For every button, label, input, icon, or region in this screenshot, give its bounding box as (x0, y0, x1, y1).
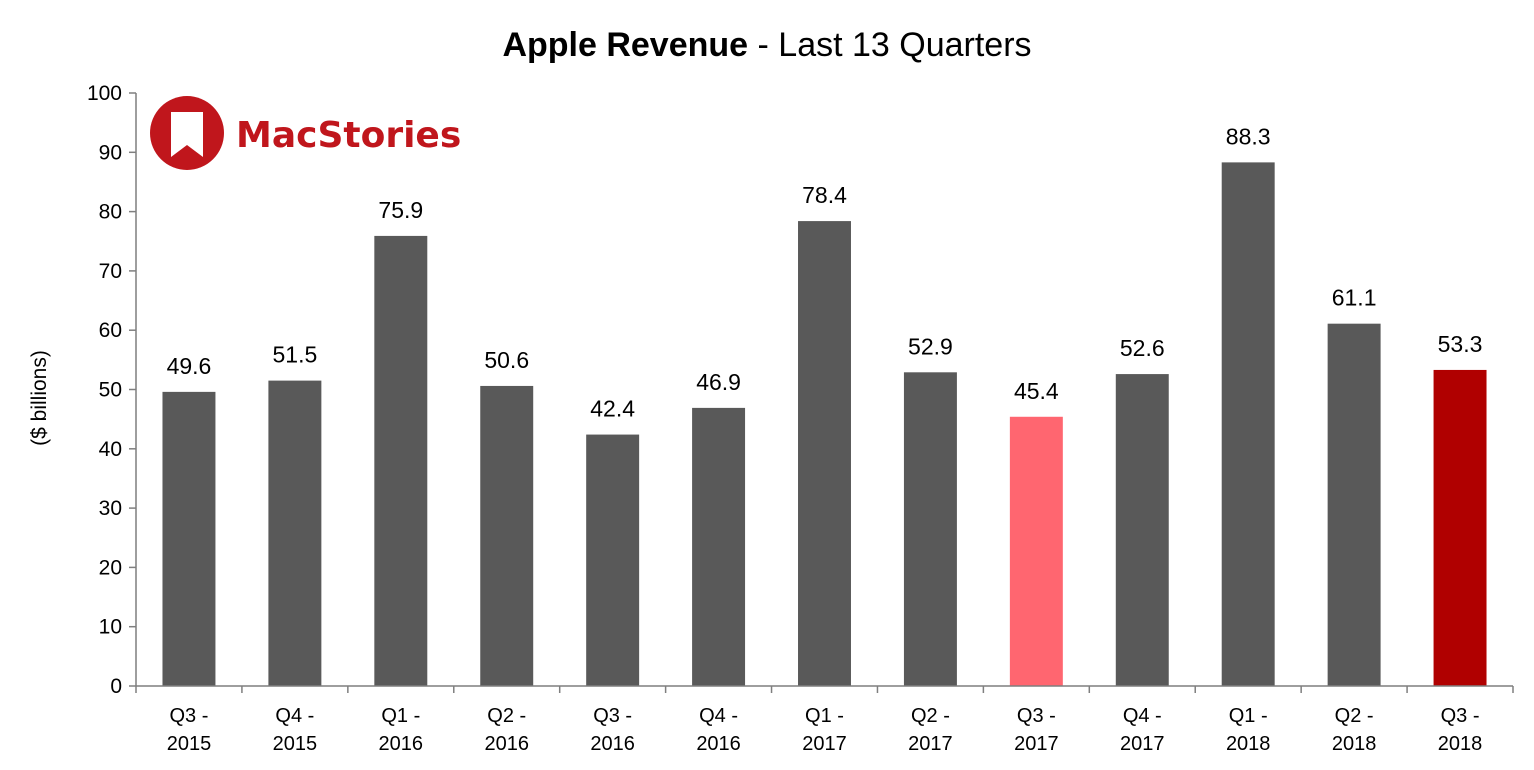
y-tick-label: 60 (99, 319, 122, 342)
y-tick-label: 20 (99, 556, 122, 579)
y-tick-label: 70 (99, 260, 122, 283)
bar-value-label: 46.9 (696, 369, 741, 395)
y-axis: 0 10 20 30 40 50 60 70 80 90 100 (87, 82, 137, 698)
x-category-year: 2015 (167, 733, 212, 755)
y-tick-label: 30 (99, 497, 122, 520)
bar (1221, 162, 1275, 687)
x-category-year: 2016 (484, 733, 529, 755)
x-category-year: 2018 (1226, 733, 1271, 755)
bar (798, 221, 851, 686)
logo: MacStories (150, 96, 461, 170)
x-category-label: Q3 - 2017 (1014, 705, 1059, 755)
bar (692, 407, 746, 686)
bar (1327, 323, 1381, 686)
x-category-year: 2016 (590, 733, 635, 755)
chart-title-bold: Apple Revenue (502, 26, 748, 64)
x-category-label: Q3 - 2018 (1438, 705, 1483, 755)
y-tick-label: 40 (99, 438, 122, 461)
logo-text: MacStories (236, 115, 461, 156)
x-category-year: 2017 (1014, 733, 1059, 755)
x-category-label: Q2 - 2016 (484, 705, 529, 755)
x-category-quarter: Q4 - (1123, 705, 1162, 727)
x-category-year: 2017 (1120, 733, 1165, 755)
x-category-label: Q4 - 2017 (1120, 705, 1165, 755)
x-category-label: Q4 - 2015 (273, 705, 318, 755)
x-category-label: Q3 - 2016 (590, 705, 635, 755)
bar-value-label: 78.4 (802, 182, 847, 208)
x-category-label: Q2 - 2017 (908, 705, 953, 755)
x-category-year: 2017 (908, 733, 953, 755)
bars: 49.6 51.5 75.9 50.6 42.4 46.9 78.4 52.9 45.4 52.6… (162, 123, 1487, 687)
bar-value-label: 75.9 (378, 197, 423, 223)
bar (586, 434, 640, 686)
x-category-quarter: Q3 - (593, 705, 632, 727)
x-category-quarter: Q2 - (911, 705, 950, 727)
x-category-label: Q1 - 2017 (802, 705, 847, 755)
x-category-label: Q1 - 2018 (1226, 705, 1271, 755)
x-category-label: Q3 - 2015 (167, 705, 212, 755)
x-category-label: Q1 - 2016 (379, 705, 424, 755)
bar (268, 380, 322, 686)
x-category-quarter: Q4 - (275, 705, 314, 727)
x-category-quarter: Q4 - (699, 705, 738, 727)
x-category-quarter: Q1 - (805, 705, 844, 727)
x-category-year: 2018 (1332, 733, 1377, 755)
bookmark-icon (171, 112, 203, 157)
y-tick-label: 0 (110, 675, 122, 698)
bar-value-label: 52.6 (1120, 335, 1165, 361)
bar-value-label: 88.3 (1226, 123, 1271, 149)
x-category-year: 2017 (802, 733, 847, 755)
bar (1009, 416, 1063, 686)
bar (1115, 374, 1169, 686)
x-category-year: 2016 (696, 733, 741, 755)
bar-value-label: 49.6 (167, 353, 212, 379)
y-tick-label: 80 (99, 201, 122, 224)
y-tick-label: 10 (99, 616, 122, 639)
y-axis-label: ($ billions) (28, 350, 51, 446)
bar (903, 372, 957, 686)
bar-value-label: 53.3 (1438, 331, 1483, 357)
x-category-quarter: Q3 - (1017, 705, 1056, 727)
x-axis: Q3 - 2015 Q4 - 2015 Q1 - 2016 Q2 - 2016 Q3 - 2016… (135, 685, 1514, 755)
x-category-quarter: Q1 - (1229, 705, 1268, 727)
x-category-label: Q2 - 2018 (1332, 705, 1377, 755)
x-category-label: Q4 - 2016 (696, 705, 741, 755)
y-tick-label: 90 (99, 141, 122, 164)
bar-value-label: 50.6 (484, 347, 529, 373)
x-category-quarter: Q3 - (170, 705, 209, 727)
bar-value-label: 61.1 (1332, 285, 1377, 311)
x-category-quarter: Q2 - (487, 705, 526, 727)
bar-value-label: 51.5 (273, 342, 318, 368)
chart-title-rest: - Last 13 Quarters (748, 26, 1031, 64)
bar (374, 235, 428, 686)
chart-title: Apple Revenue - Last 13 Quarters (502, 26, 1031, 64)
x-category-year: 2015 (273, 733, 318, 755)
bar-value-label: 45.4 (1014, 378, 1059, 404)
y-tick-label: 100 (87, 82, 122, 105)
x-category-quarter: Q1 - (381, 705, 420, 727)
x-category-quarter: Q2 - (1335, 705, 1374, 727)
bar (162, 391, 216, 686)
bar-value-label: 42.4 (590, 396, 635, 422)
y-tick-label: 50 (99, 379, 122, 402)
bar (1433, 369, 1487, 686)
x-category-year: 2016 (379, 733, 424, 755)
x-category-quarter: Q3 - (1441, 705, 1480, 727)
bar-value-label: 52.9 (908, 333, 953, 359)
x-category-year: 2018 (1438, 733, 1483, 755)
bar (480, 385, 534, 686)
